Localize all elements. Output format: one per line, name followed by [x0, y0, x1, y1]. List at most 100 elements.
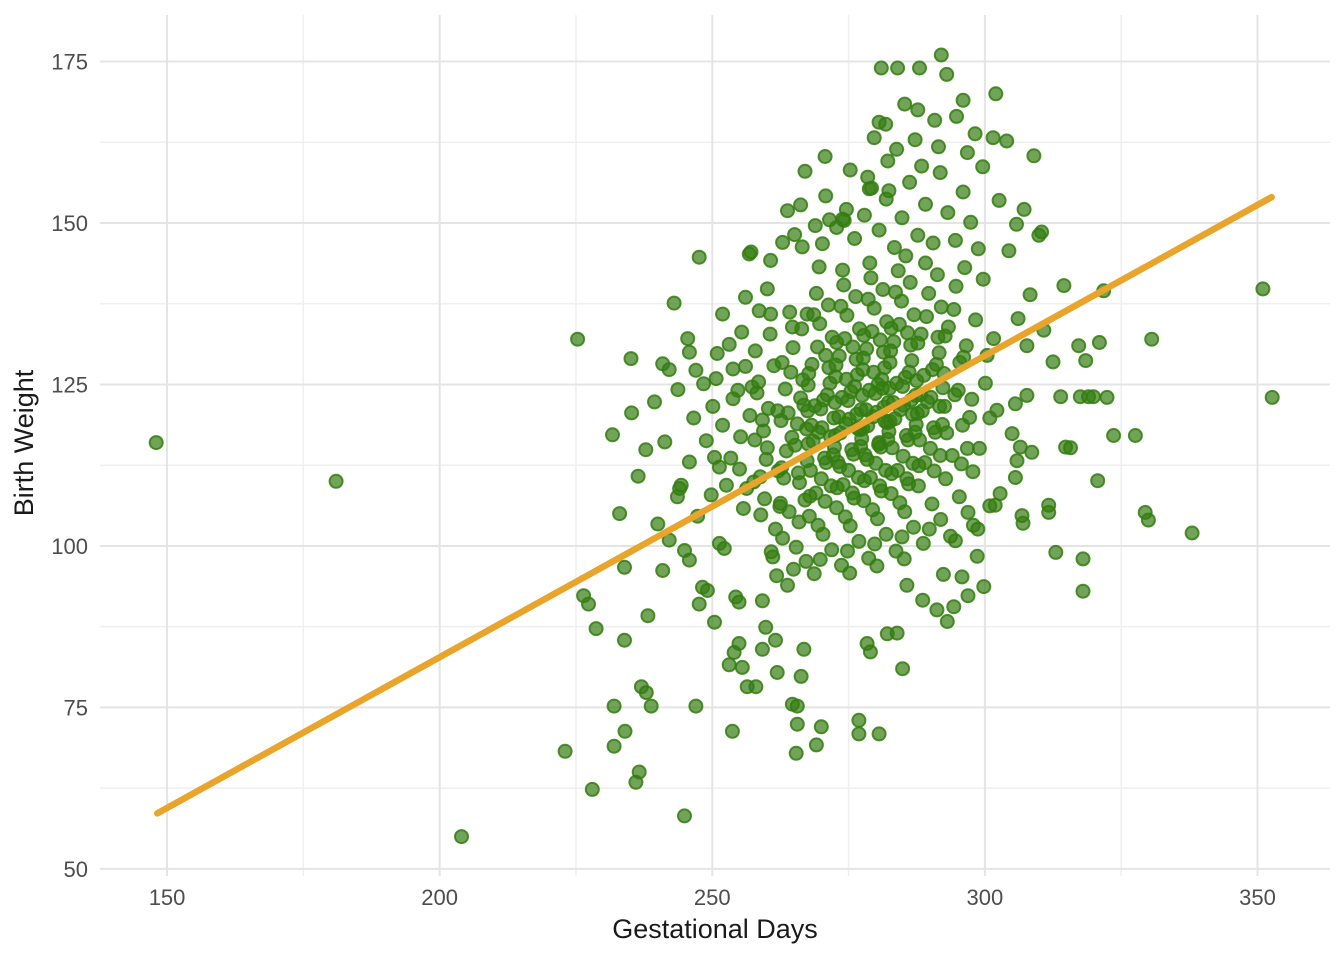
data-point	[964, 391, 980, 407]
data-point	[856, 473, 872, 489]
data-point	[673, 477, 689, 493]
data-point	[638, 442, 654, 458]
data-point	[723, 450, 739, 466]
data-point	[804, 417, 819, 433]
data-point	[808, 285, 824, 301]
data-point	[838, 371, 854, 387]
data-point	[987, 497, 1003, 513]
data-point	[835, 262, 851, 278]
data-point	[912, 60, 927, 76]
data-point	[902, 274, 918, 290]
data-point	[1045, 354, 1061, 370]
data-point	[688, 698, 704, 714]
data-point	[817, 450, 833, 466]
x-tick-label: 250	[694, 885, 731, 910]
data-point	[818, 188, 834, 204]
data-point	[887, 411, 903, 427]
data-point	[899, 577, 915, 593]
data-point	[812, 552, 828, 567]
data-point	[1091, 335, 1107, 350]
data-point	[768, 632, 783, 648]
data-point	[949, 108, 964, 124]
data-point	[731, 594, 747, 610]
data-point	[837, 509, 853, 525]
data-point	[838, 201, 854, 217]
data-point	[840, 543, 855, 559]
data-point	[711, 459, 727, 475]
y-tick-label: 50	[64, 857, 88, 882]
data-point	[858, 402, 874, 418]
data-point	[754, 641, 770, 657]
data-point	[933, 299, 949, 315]
data-point	[954, 569, 970, 585]
data-point	[785, 340, 801, 356]
data-point	[847, 231, 863, 246]
data-point	[802, 488, 818, 504]
data-point	[829, 500, 845, 516]
data-point	[1001, 243, 1017, 259]
data-point	[832, 459, 848, 474]
data-point	[967, 126, 983, 142]
data-point	[898, 248, 914, 264]
data-point	[454, 829, 469, 845]
data-point	[871, 437, 887, 452]
data-point	[747, 343, 763, 359]
data-point	[780, 577, 795, 593]
data-point	[888, 284, 903, 300]
data-point	[1090, 473, 1106, 489]
data-point	[786, 561, 801, 577]
data-point	[933, 47, 949, 63]
data-point	[807, 218, 823, 234]
data-point	[871, 726, 887, 742]
data-point	[910, 102, 926, 118]
data-point	[844, 442, 860, 458]
data-point	[612, 506, 628, 522]
data-point	[1009, 216, 1024, 232]
data-point	[557, 743, 573, 759]
data-point	[1085, 389, 1101, 405]
data-point	[788, 745, 804, 761]
data-point	[955, 184, 971, 200]
data-point	[1127, 428, 1143, 443]
data-point	[688, 362, 704, 378]
data-point	[1255, 281, 1271, 297]
data-point	[840, 393, 856, 409]
y-tick-label: 125	[51, 372, 88, 397]
data-point	[922, 440, 938, 456]
y-tick-label: 150	[51, 211, 88, 236]
data-point	[725, 391, 741, 407]
data-point	[915, 535, 931, 551]
data-point	[856, 207, 872, 223]
data-point	[734, 659, 750, 675]
data-point	[806, 307, 822, 323]
data-point	[759, 281, 775, 297]
data-point	[935, 566, 951, 582]
data-point	[790, 465, 806, 481]
data-point	[765, 549, 781, 565]
data-point	[1034, 224, 1050, 240]
data-point	[606, 698, 622, 714]
data-point	[829, 335, 845, 350]
data-point	[925, 235, 941, 251]
data-point	[735, 501, 751, 516]
data-point	[985, 130, 1001, 146]
data-point	[588, 621, 604, 637]
data-point	[774, 355, 790, 370]
data-point	[726, 645, 742, 660]
x-tick-label: 300	[967, 885, 1004, 910]
data-point	[889, 625, 905, 641]
data-point	[977, 375, 993, 391]
data-point	[866, 130, 882, 146]
data-point	[800, 377, 816, 393]
data-point	[715, 306, 731, 322]
data-point	[886, 240, 902, 255]
data-point	[677, 808, 692, 824]
data-point	[863, 270, 879, 286]
data-point	[918, 255, 933, 271]
data-point	[705, 398, 721, 414]
data-point	[897, 96, 913, 112]
data-point	[638, 685, 654, 701]
data-point	[900, 325, 915, 341]
data-point	[960, 588, 976, 604]
trend-line	[153, 193, 1275, 817]
